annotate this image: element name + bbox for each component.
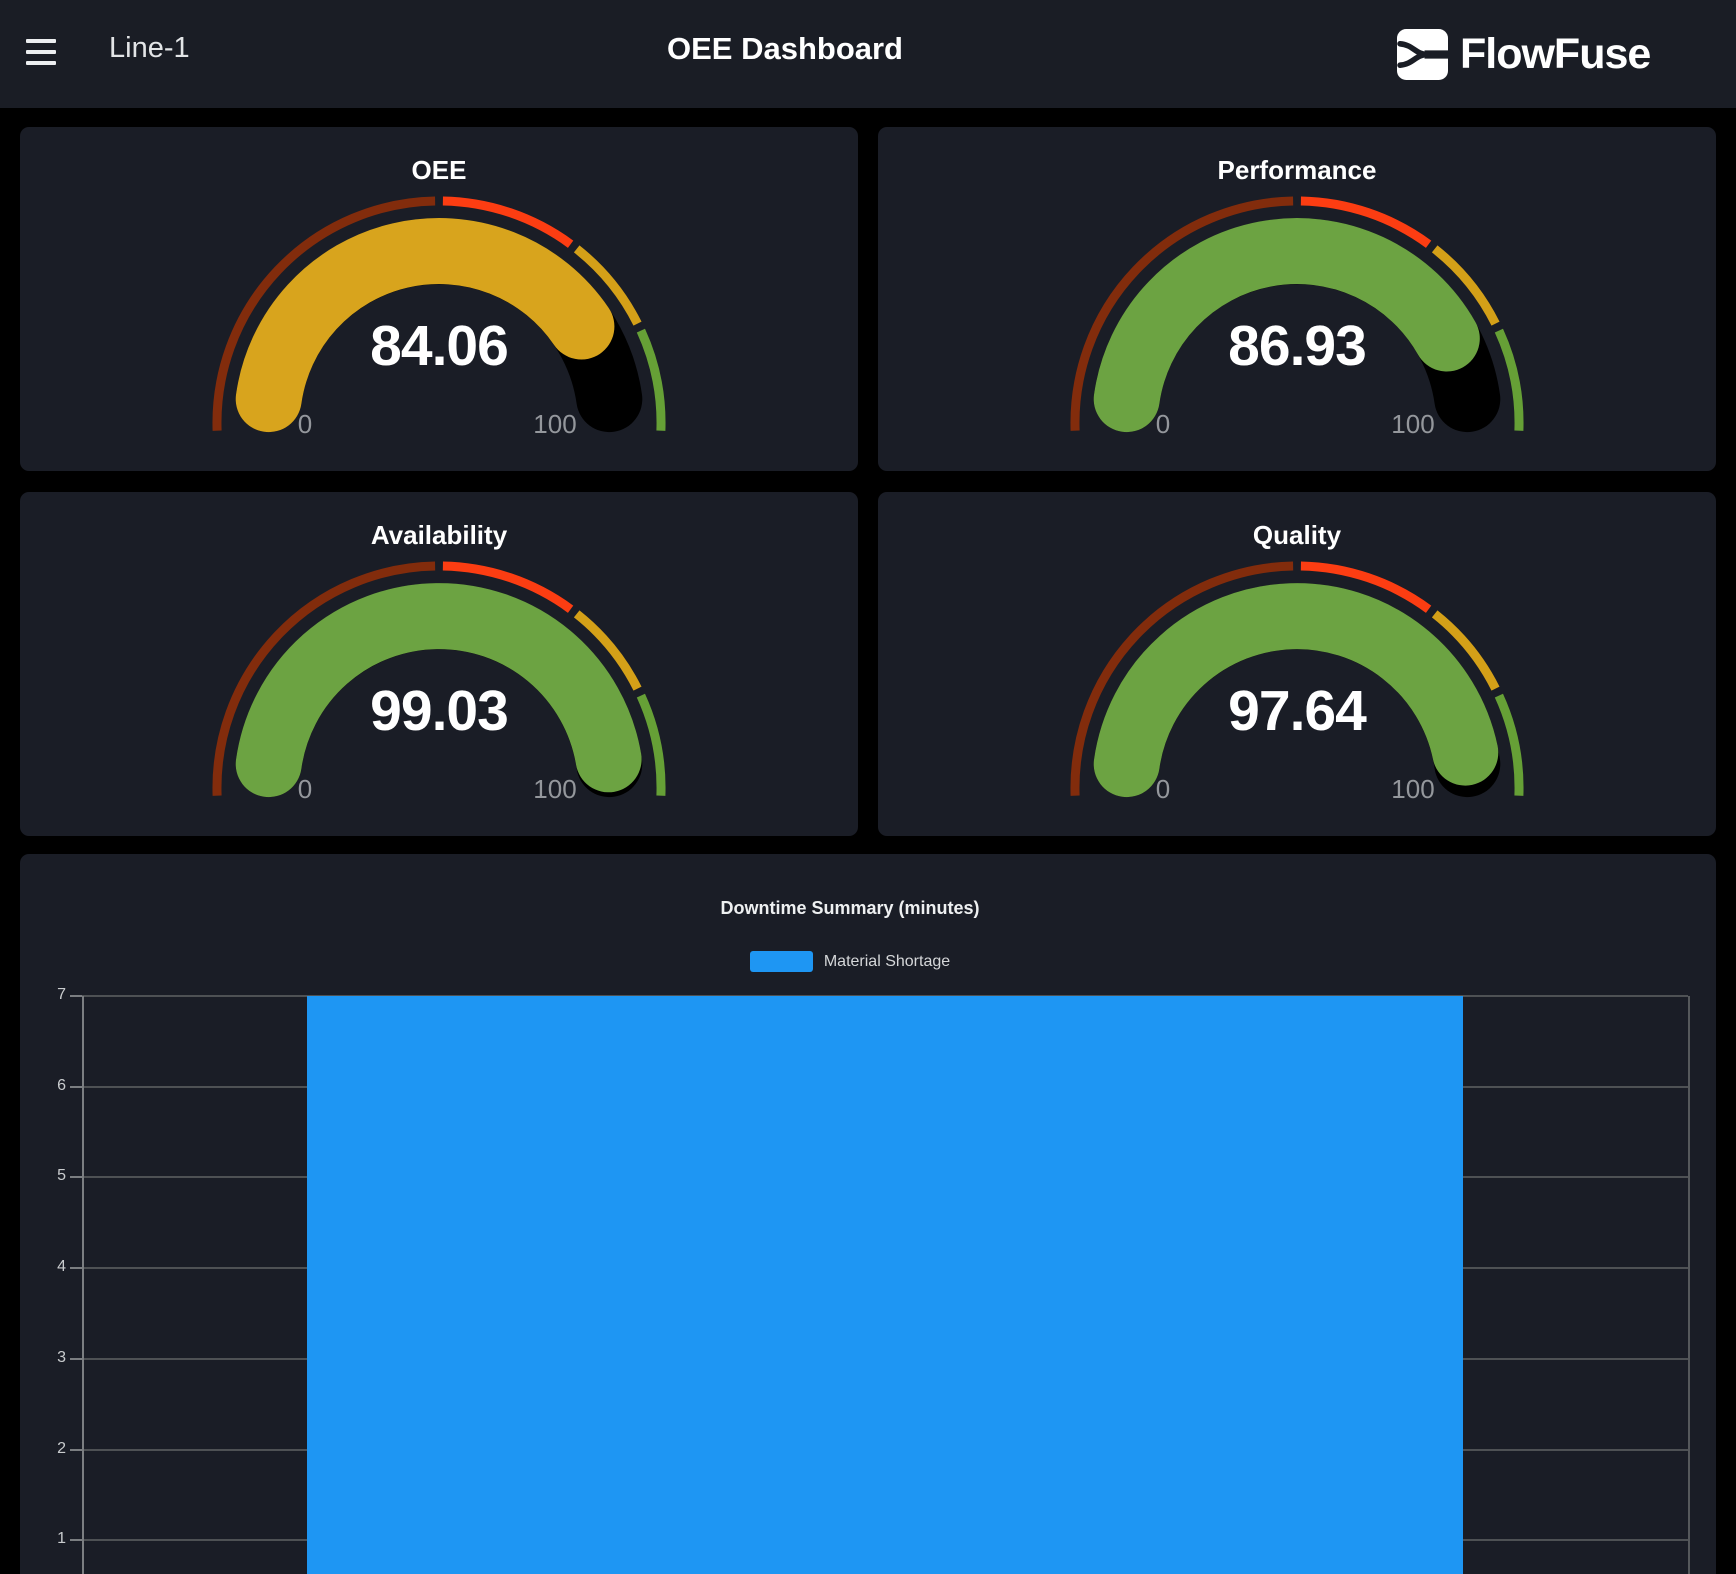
gauge-value-arc [235,583,642,798]
bar-chart-plot: 7 6 5 4 3 2 1 [20,854,1716,1574]
quality-gauge [1070,561,1524,798]
gauge-min-label: 0 [1155,409,1171,439]
gauge-title: Quality [1252,520,1342,550]
gauge-ring-segment [573,610,642,691]
gauge-value-arc [235,218,615,433]
gauge-value-arc [1093,583,1499,798]
gauge-max-label: 100 [533,409,577,439]
gauge-value: 84.06 [370,314,509,378]
gauge-ring-segment [1431,610,1500,691]
right-axis-line [1688,996,1690,1574]
gauge-max-label: 100 [1391,774,1435,804]
y-axis-label: 7 [57,986,66,1003]
gauge-min-label: 0 [297,774,313,804]
gauge-min-label: 0 [297,409,313,439]
legend-item-material-shortage[interactable]: Material Shortage [20,951,1680,972]
gauge-card-quality: Quality 97.64 0 100 [878,492,1716,836]
gauge-value: 97.64 [1228,679,1367,743]
y-axis-label: 1 [57,1530,66,1548]
gauge-max-label: 100 [1391,409,1435,439]
y-axis-label: 6 [57,1076,66,1094]
menu-icon[interactable] [26,39,56,65]
oee-gauge [212,196,666,433]
gauge-card-oee: OEE 84.06 0 100 [20,127,858,471]
gauge-ring-segment [1494,693,1524,796]
page-label: Line-1 [109,32,190,64]
y-axis-label: 3 [57,1348,66,1366]
gauge-card-availability: Availability 99.03 0 100 [20,492,858,836]
gauge-ring-segment [636,328,666,431]
gauge-min-label: 0 [1155,774,1171,804]
brand-name: FlowFuse [1460,29,1651,78]
gauge-card-performance: Performance 86.93 0 100 [878,127,1716,471]
gauge-ring-segment [1300,561,1432,613]
performance-gauge [1070,196,1524,433]
y-axis-label: 4 [57,1258,66,1276]
y-axis-tick [70,1357,82,1360]
y-axis-label: 5 [57,1167,66,1185]
gauge-value: 99.03 [370,679,509,743]
page-title: OEE Dashboard [667,31,903,66]
availability-gauge [212,561,666,798]
chart-title: Downtime Summary (minutes) [720,898,980,918]
gauge-ring-segment [442,561,574,613]
legend-label: Material Shortage [823,952,951,970]
gauge-ring-segment [1070,196,1294,431]
flowfuse-icon [1397,28,1448,80]
brand-logo: FlowFuse [1397,27,1651,81]
gauge-title: Availability [370,520,508,550]
bar-material-shortage [307,996,1463,1574]
y-axis-tick [70,1085,82,1088]
gauge-ring-segment [442,196,574,248]
gauge-title: OEE [411,155,467,185]
gauge-title: Performance [1217,155,1377,185]
gauge-value: 86.93 [1228,314,1367,378]
gauge-ring-segment [636,693,666,796]
gauge-ring-segment [212,561,436,796]
gauge-ring-segment [1431,245,1500,326]
y-axis-tick [70,995,82,997]
y-axis-tick [70,1267,82,1270]
gauge-ring-segment [1494,328,1524,431]
app-header: Line-1 OEE Dashboard FlowFuse [0,0,1736,108]
downtime-chart-card: 7 6 5 4 3 2 1 Downtime Summary (minutes) Mater… [20,854,1716,1574]
y-axis-line [82,996,84,1574]
y-axis-tick [70,1176,82,1179]
y-axis-tick [70,1539,82,1542]
gauge-ring-segment [1300,196,1432,248]
gauge-ring-segment [573,245,642,326]
legend-swatch [749,951,813,972]
y-axis-label: 2 [57,1439,66,1457]
gauge-ring-segment [1070,561,1294,796]
gauge-value-arc [1093,218,1480,433]
gauge-ring-segment [212,196,436,431]
gauge-max-label: 100 [533,774,577,804]
y-axis-tick [70,1448,82,1451]
